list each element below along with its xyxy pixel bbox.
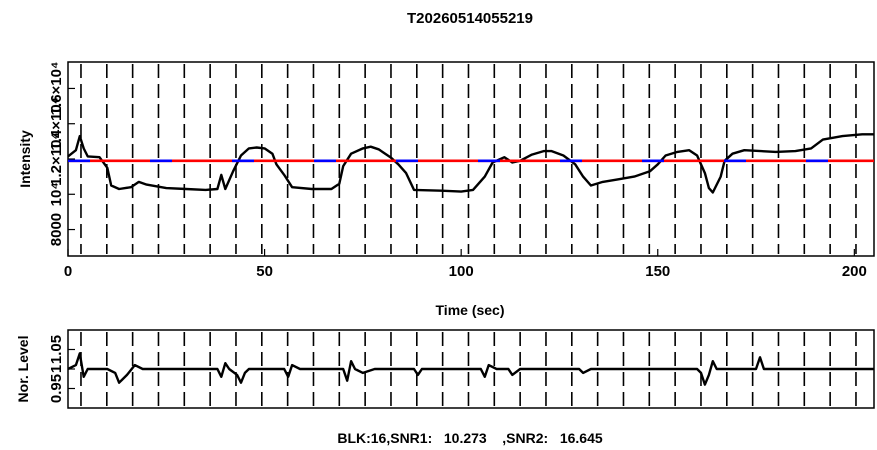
bottom-y-axis-label: Nor. Level	[15, 336, 31, 403]
top-grid	[80, 64, 857, 254]
top-x-tick-label: 50	[256, 263, 273, 280]
bottom-y-tick-label: 1	[48, 365, 65, 373]
top-y-tick-label: 10⁴	[48, 182, 65, 206]
bottom-series-0-line	[67, 352, 874, 386]
top-panel: T20260514055219 0 50 100 150 200 8000 10⁴1.2×…	[17, 10, 875, 318]
top-x-tick-label: 200	[842, 263, 867, 280]
top-y-tick-label: 1.2×10⁴	[48, 132, 65, 186]
top-series-group	[67, 133, 874, 194]
bottom-y-tick-label: 1.05	[48, 335, 65, 364]
top-y-axis-label: Intensity	[17, 130, 33, 188]
top-title: T20260514055219	[407, 10, 533, 27]
bottom-grid	[80, 332, 857, 406]
top-series-0-line	[67, 133, 874, 194]
top-y-tick-label: 1.6×10⁴	[48, 62, 65, 116]
top-x-ticks: 0 50 100 150 200	[64, 249, 867, 280]
top-y-tick-label: 1.4×10⁴	[48, 97, 65, 151]
bottom-y-tick-label: 0.95	[48, 374, 65, 403]
top-x-tick-label: 150	[645, 263, 670, 280]
top-x-tick-label: 0	[64, 263, 72, 280]
top-y-tick-label: 8000	[48, 213, 65, 246]
bottom-series-group	[67, 352, 874, 386]
bottom-caption: BLK:16,SNR1: 10.273 ,SNR2: 16.645	[337, 430, 603, 446]
top-x-tick-label: 100	[449, 263, 474, 280]
top-x-axis-label: Time (sec)	[436, 302, 505, 318]
